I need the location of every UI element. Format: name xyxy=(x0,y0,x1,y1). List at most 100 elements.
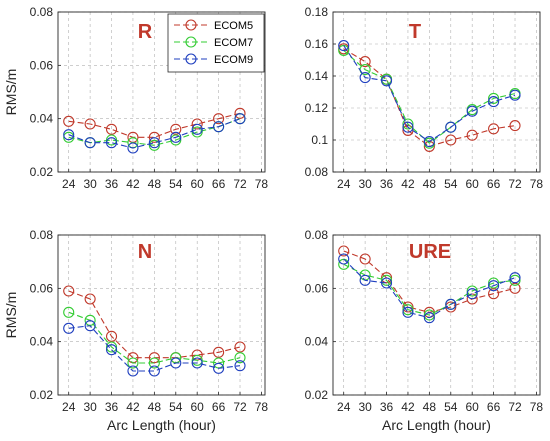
data-point-ecom7 xyxy=(105,341,118,353)
series-line-ecom9 xyxy=(68,325,241,372)
x-tick-label: 78 xyxy=(255,177,269,191)
legend-label-ecom5: ECOM5 xyxy=(214,20,253,32)
y-tick-label: 0.04 xyxy=(305,335,329,349)
y-tick-label: 0.08 xyxy=(30,228,54,242)
data-point-ecom7 xyxy=(63,131,75,143)
chart-panel-2: 24 30 36 42 48 54 60 66 72 78 0.08 0.1 0.12 0.14 0.16 0… xyxy=(305,5,544,191)
data-point-ecom7 xyxy=(127,357,139,369)
x-tick-label: 66 xyxy=(212,400,226,414)
plot-area xyxy=(333,12,540,172)
data-point-ecom9 xyxy=(170,357,182,369)
data-point-ecom9 xyxy=(191,357,203,369)
data-point-ecom7 xyxy=(509,274,521,286)
data-point-ecom7 xyxy=(488,277,500,289)
data-point-ecom5 xyxy=(445,134,457,146)
data-point-ecom5 xyxy=(359,253,371,265)
data-point-ecom5 xyxy=(338,245,350,257)
x-tick-label: 54 xyxy=(169,177,183,191)
x-tick-label: 72 xyxy=(508,177,522,191)
data-point-ecom5 xyxy=(148,131,160,143)
panel-title: T xyxy=(409,21,421,43)
data-point-ecom5 xyxy=(466,129,478,141)
y-tick-label: 0.18 xyxy=(305,5,329,19)
chart-panel-3: 24 30 36 42 48 54 60 66 72 78 0.02 0.04 0.06 0.08 N RMS… xyxy=(3,228,268,433)
data-point-ecom5 xyxy=(213,346,225,358)
data-point-ecom9 xyxy=(213,362,225,374)
data-point-ecom5 xyxy=(63,115,75,127)
x-tick-label: 30 xyxy=(358,177,372,191)
x-tick-label: 54 xyxy=(444,177,458,191)
y-tick-label: 0.12 xyxy=(305,101,329,115)
x-tick-label: 60 xyxy=(191,177,205,191)
y-tick-label: 0.14 xyxy=(305,69,329,83)
x-tick-label: 60 xyxy=(191,400,205,414)
y-tick-label: 0.04 xyxy=(30,335,54,349)
data-point-ecom7 xyxy=(148,357,160,369)
data-point-ecom5 xyxy=(234,341,246,353)
data-point-ecom9 xyxy=(84,320,96,332)
data-point-ecom7 xyxy=(191,354,203,366)
data-point-ecom9 xyxy=(380,277,393,289)
data-point-ecom5 xyxy=(466,293,478,305)
legend-marker-ecom9 xyxy=(185,53,197,65)
x-tick-label: 72 xyxy=(233,177,247,191)
x-tick-label: 36 xyxy=(380,400,394,414)
chart-panel-1: 24 30 36 42 48 54 60 66 72 78 0.02 0.04 0.06 0.08 R RMS… xyxy=(3,5,268,191)
y-tick-label: 0.04 xyxy=(30,112,54,126)
x-tick-label: 48 xyxy=(148,177,162,191)
data-point-ecom9 xyxy=(191,123,203,135)
x-tick-label: 24 xyxy=(337,400,351,414)
data-point-ecom7 xyxy=(148,139,160,151)
x-tick-label: 30 xyxy=(83,400,97,414)
x-tick-label: 42 xyxy=(126,400,140,414)
series-line-ecom7 xyxy=(343,49,516,144)
legend-label-ecom9: ECOM9 xyxy=(214,54,253,66)
data-point-ecom5 xyxy=(509,282,521,294)
y-tick-label: 0.08 xyxy=(305,165,329,179)
y-tick-label: 0.02 xyxy=(30,388,54,402)
series-line-ecom7 xyxy=(68,118,241,146)
data-point-ecom7 xyxy=(380,274,393,286)
x-tick-label: 78 xyxy=(255,400,269,414)
x-tick-label: 36 xyxy=(105,177,119,191)
data-point-ecom9 xyxy=(338,253,350,265)
data-point-ecom9 xyxy=(148,365,160,377)
x-tick-label: 36 xyxy=(105,400,119,414)
x-axis-label: Arc Length (hour) xyxy=(382,417,491,433)
x-tick-label: 48 xyxy=(423,177,437,191)
y-tick-label: 0.16 xyxy=(305,37,329,51)
panel-title: R xyxy=(138,21,153,43)
data-point-ecom9 xyxy=(234,113,246,125)
x-tick-label: 78 xyxy=(530,177,544,191)
series-line-ecom9 xyxy=(343,45,516,143)
data-point-ecom7 xyxy=(105,134,118,146)
series-line-ecom7 xyxy=(343,263,516,316)
y-axis-label: RMS/m xyxy=(3,69,19,116)
legend-marker-ecom7 xyxy=(185,36,197,48)
data-point-ecom9 xyxy=(63,129,75,141)
data-point-ecom9 xyxy=(359,274,371,286)
data-point-ecom7 xyxy=(63,306,75,318)
axes-frame xyxy=(332,234,541,396)
data-point-ecom5 xyxy=(488,288,500,300)
legend-label-ecom7: ECOM7 xyxy=(214,37,253,49)
x-tick-label: 60 xyxy=(466,177,480,191)
x-tick-label: 36 xyxy=(380,177,394,191)
data-point-ecom9 xyxy=(213,121,225,133)
x-tick-label: 30 xyxy=(358,400,372,414)
x-tick-label: 48 xyxy=(423,400,437,414)
x-tick-label: 48 xyxy=(148,400,162,414)
x-tick-label: 72 xyxy=(233,400,247,414)
data-point-ecom7 xyxy=(466,285,478,297)
x-tick-label: 66 xyxy=(487,177,501,191)
x-tick-label: 66 xyxy=(487,400,501,414)
data-point-ecom9 xyxy=(423,312,435,324)
data-point-ecom5 xyxy=(509,120,521,132)
data-point-ecom9 xyxy=(127,142,139,154)
legend: ECOM5 ECOM7 ECOM9 xyxy=(167,13,265,73)
data-point-ecom7 xyxy=(423,309,435,321)
x-tick-label: 72 xyxy=(508,400,522,414)
x-tick-label: 54 xyxy=(169,400,183,414)
series-line-ecom5 xyxy=(68,112,241,138)
y-tick-label: 0.06 xyxy=(30,58,54,72)
